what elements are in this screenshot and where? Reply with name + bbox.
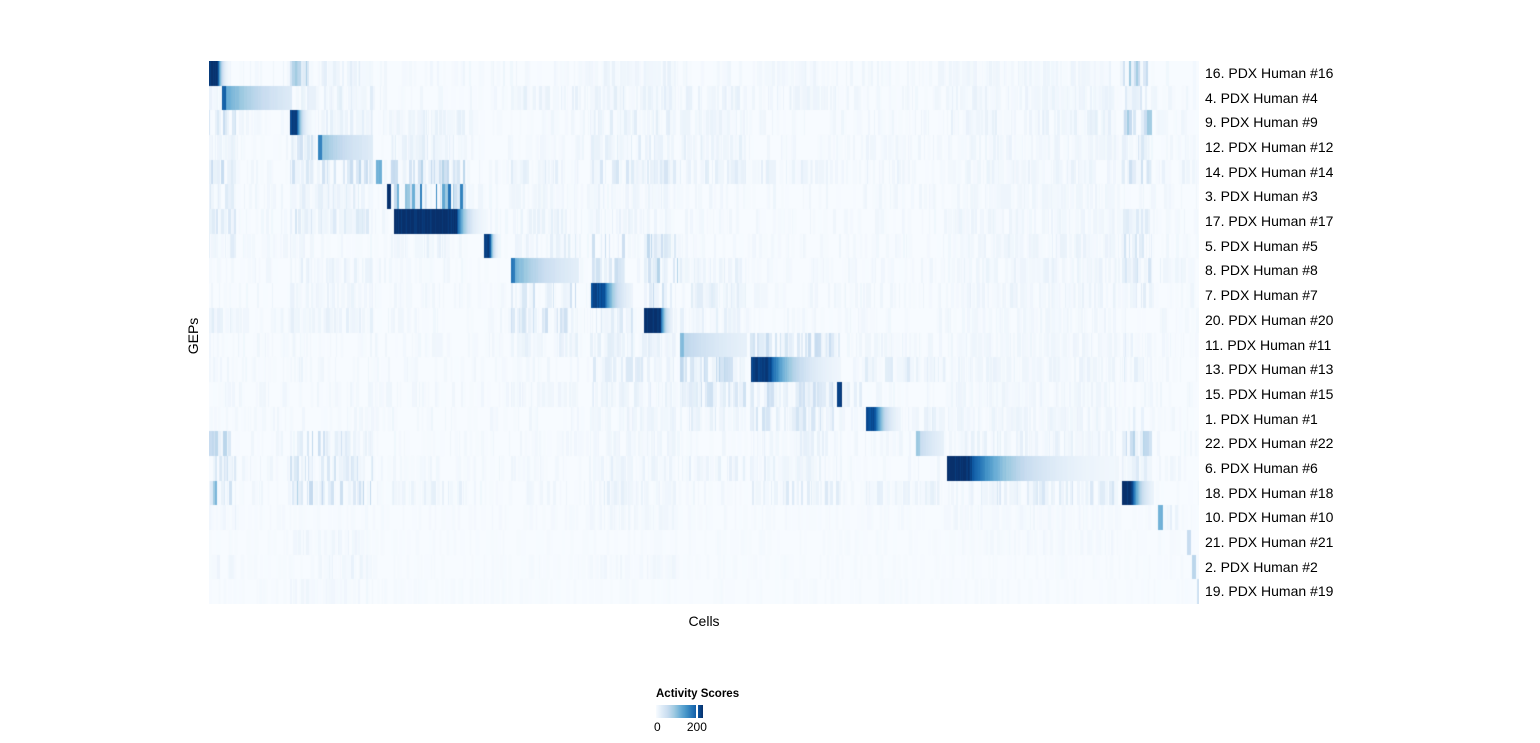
row-label: 13. PDX Human #13 [1205, 361, 1334, 378]
row-label: 3. PDX Human #3 [1205, 188, 1318, 205]
row-label: 8. PDX Human #8 [1205, 262, 1318, 279]
row-label: 15. PDX Human #15 [1205, 385, 1334, 402]
legend-labels: 0 200 [653, 720, 716, 734]
heatmap-canvas [209, 61, 1199, 604]
row-label: 22. PDX Human #22 [1205, 435, 1334, 452]
row-label: 12. PDX Human #12 [1205, 139, 1334, 156]
row-label: 16. PDX Human #16 [1205, 65, 1334, 81]
row-label: 7. PDX Human #7 [1205, 287, 1318, 304]
row-label: 21. PDX Human #21 [1205, 533, 1334, 550]
row-label: 6. PDX Human #6 [1205, 459, 1318, 476]
legend-colorbar [656, 705, 703, 718]
row-label: 4. PDX Human #4 [1205, 89, 1318, 106]
row-label: 18. PDX Human #18 [1205, 484, 1334, 501]
row-label: 9. PDX Human #9 [1205, 114, 1318, 131]
row-label: 20. PDX Human #20 [1205, 311, 1334, 328]
x-axis-label: Cells [688, 613, 720, 629]
row-label: 1. PDX Human #1 [1205, 410, 1318, 427]
row-label: 5. PDX Human #5 [1205, 237, 1318, 254]
legend-min-label: 0 [653, 720, 661, 734]
row-label: 11. PDX Human #11 [1205, 336, 1332, 353]
legend: Activity Scores 0 200 [653, 688, 796, 734]
legend-title: Activity Scores [656, 688, 740, 700]
row-label: 10. PDX Human #10 [1205, 509, 1334, 526]
y-axis-label: GEPs [185, 317, 201, 355]
legend-tick-mark [695, 705, 698, 718]
legend-tick-label: 200 [686, 720, 707, 734]
row-labels: 16. PDX Human #16 4. PDX Human #4 9. PDX H… [1205, 61, 1535, 604]
row-label: 2. PDX Human #2 [1205, 558, 1318, 575]
row-label: 19. PDX Human #19 [1205, 583, 1334, 600]
row-label: 17. PDX Human #17 [1205, 213, 1334, 230]
row-label: 14. PDX Human #14 [1205, 163, 1334, 180]
